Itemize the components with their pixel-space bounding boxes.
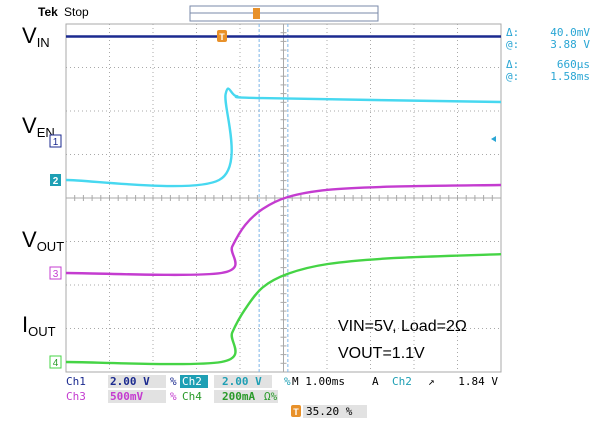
timebase: M 1.00ms xyxy=(292,375,345,388)
ch3-scale: 500mV xyxy=(110,390,143,403)
ch3-marker[interactable]: 3 xyxy=(49,266,62,280)
ch1-marker[interactable]: 1 xyxy=(49,134,62,148)
settings-row-2: Ch3 500mV % Ch4 200mA Ω% xyxy=(66,390,278,403)
signal-label-vout: VOUT xyxy=(22,227,64,254)
svg-text:4: 4 xyxy=(53,358,59,369)
waveform-traces xyxy=(65,35,502,366)
svg-text:T: T xyxy=(219,32,225,42)
svg-text:IOUT: IOUT xyxy=(22,312,56,339)
horizontal-position: T 35.20 % xyxy=(291,405,367,418)
position-value: 35.20 % xyxy=(306,405,353,418)
record-position-marker xyxy=(253,8,260,19)
trace-ch4 xyxy=(65,253,502,366)
ch2-marker[interactable]: 2 xyxy=(50,174,61,187)
trace-ch3 xyxy=(65,183,502,277)
ch4-scale: 200mA xyxy=(222,390,255,403)
delta-v-symbol: Δ: xyxy=(506,26,519,39)
ch4-name: Ch4 xyxy=(182,390,202,403)
graticule xyxy=(65,23,502,373)
ch2-scale: 2.00 V xyxy=(222,375,262,388)
ch1-scale: 2.00 V xyxy=(110,375,150,388)
svg-text:VOUT: VOUT xyxy=(22,227,64,254)
ch3-coupling: % xyxy=(170,390,177,403)
trigger-slope-icon: ↗ xyxy=(428,375,435,388)
svg-text:1: 1 xyxy=(53,137,59,148)
trigger-mode: A xyxy=(372,375,379,388)
trace-ch2 xyxy=(65,87,502,188)
ch4-coupling: Ω% xyxy=(264,390,278,403)
acquisition-state: Stop xyxy=(64,5,89,19)
ch2-name: Ch2 xyxy=(182,375,202,388)
cursor-arrow-icon xyxy=(491,136,496,142)
at-t-symbol: @: xyxy=(506,70,519,83)
svg-text:VIN: VIN xyxy=(22,23,50,50)
ch1-coupling: % xyxy=(170,375,177,388)
annotation-line-1: VIN=5V, Load=2Ω xyxy=(338,318,467,335)
brand-label: Tek xyxy=(38,5,58,19)
delta-v-value: 40.0mV xyxy=(550,26,590,39)
svg-text:T: T xyxy=(293,407,299,417)
annotation-line-2: VOUT=1.1V xyxy=(338,345,425,362)
signal-label-vin: VIN xyxy=(22,23,50,50)
svg-text:2: 2 xyxy=(53,176,59,187)
at-t-value: 1.58ms xyxy=(550,70,590,83)
ch4-marker[interactable]: 4 xyxy=(49,355,62,369)
trigger-source: Ch2 xyxy=(392,375,412,388)
ch1-name: Ch1 xyxy=(66,375,86,388)
svg-text:3: 3 xyxy=(53,269,59,280)
delta-t-value: 660µs xyxy=(557,58,590,71)
ch3-name: Ch3 xyxy=(66,390,86,403)
settings-row-1: Ch1 2.00 V % Ch2 2.00 V % M 1.00ms A Ch2… xyxy=(66,375,498,388)
trigger-level: 1.84 V xyxy=(458,375,498,388)
at-v-symbol: @: xyxy=(506,38,519,51)
cursor-readout: Δ: 40.0mV @: 3.88 V Δ: 660µs @: 1.58ms xyxy=(506,26,590,83)
at-v-value: 3.88 V xyxy=(550,38,590,51)
signal-label-iout: IOUT xyxy=(22,312,56,339)
trigger-position-marker: T xyxy=(217,30,227,42)
ch2-coupling: % xyxy=(284,375,291,388)
delta-t-symbol: Δ: xyxy=(506,58,519,71)
